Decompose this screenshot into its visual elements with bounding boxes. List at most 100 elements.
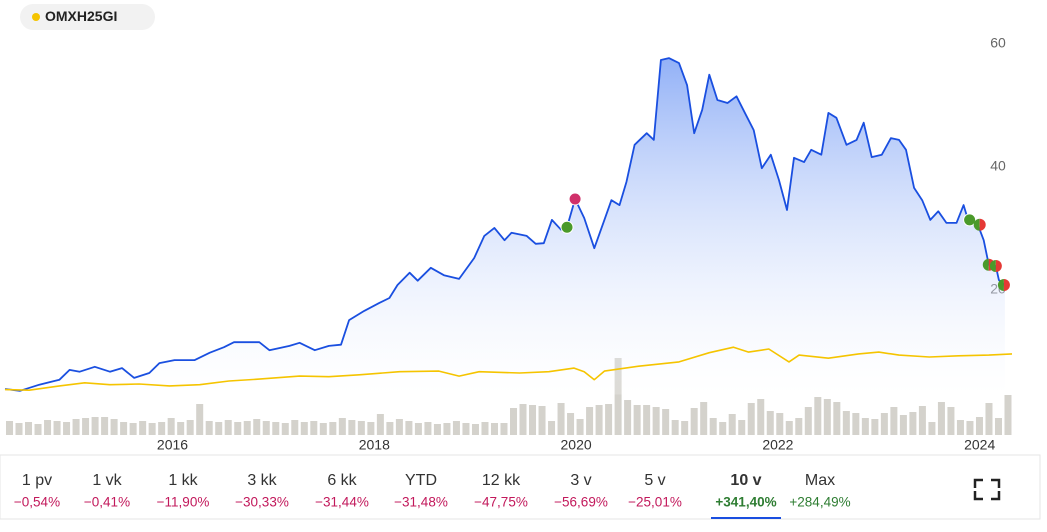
range-button[interactable]: 1 kk −11,90%: [157, 472, 210, 509]
volume-bar: [576, 419, 584, 435]
range-label: 6 kk: [327, 472, 357, 489]
volume-bar: [319, 423, 327, 435]
volume-bar: [852, 413, 860, 435]
event-marker: [973, 218, 986, 231]
range-label: 3 v: [570, 472, 591, 489]
range-label: 3 kk: [247, 472, 277, 489]
range-change: −25,01%: [628, 495, 682, 510]
area: [5, 58, 1005, 395]
volume-bar: [728, 414, 736, 435]
range-button[interactable]: YTD −31,48%: [394, 472, 448, 509]
volume-bar: [624, 400, 632, 435]
marker-half: [997, 279, 1004, 292]
x-tick-label: 2024: [964, 437, 995, 453]
volume-bar: [861, 418, 869, 435]
volume-bar: [186, 420, 194, 435]
range-label: YTD: [405, 472, 437, 489]
range-change: −0,54%: [14, 495, 60, 510]
volume-bar: [367, 422, 375, 435]
range-button[interactable]: 12 kk −47,75%: [474, 472, 528, 509]
volume-bar: [776, 413, 784, 435]
volume-bar: [53, 421, 61, 435]
legend-pill: [20, 4, 155, 30]
volume-bar: [376, 414, 384, 435]
range-label: 12 kk: [482, 472, 521, 489]
volume-bar: [899, 415, 907, 435]
volume-bar: [386, 422, 394, 435]
volume-bar: [348, 420, 356, 435]
volume-bar: [709, 418, 717, 435]
volume-bar: [243, 421, 251, 435]
range-change: +284,49%: [789, 495, 850, 510]
range-label: 1 kk: [168, 472, 198, 489]
range-label: 10 v: [730, 472, 761, 489]
fullscreen-icon[interactable]: [973, 478, 1001, 501]
range-button[interactable]: 3 kk −30,33%: [235, 472, 289, 509]
line: [4, 346, 1013, 391]
volume-bar: [567, 413, 575, 435]
volume-bar: [529, 405, 537, 435]
range-button[interactable]: 3 v −56,69%: [554, 472, 608, 509]
volume-bar: [395, 419, 403, 435]
volume-bar: [880, 413, 888, 435]
volume-bar: [928, 422, 936, 435]
volume-bar: [909, 412, 917, 435]
volume-bar: [519, 404, 527, 435]
legend-dot: [32, 13, 40, 21]
volume-bar: [262, 421, 270, 435]
x-tick-label: 2018: [359, 437, 390, 453]
volume-bar: [747, 403, 755, 435]
volume-bar: [662, 409, 670, 435]
marker-half: [982, 258, 989, 271]
volume-bar: [224, 420, 232, 435]
volume-bar: [329, 422, 337, 435]
volume-bar: [34, 424, 42, 435]
volume-bar: [310, 421, 318, 435]
volume-bar: [700, 402, 708, 435]
volume-bar: [414, 423, 422, 435]
volume-bar: [91, 417, 99, 435]
volume-bar: [738, 420, 746, 435]
range-change: −56,69%: [554, 495, 608, 510]
volume-bar: [177, 422, 185, 435]
volume-bar: [842, 411, 850, 435]
marker-half: [1003, 279, 1010, 292]
range-button[interactable]: 6 kk −31,44%: [315, 472, 369, 509]
volume-bar: [766, 411, 774, 435]
volume-bar: [510, 408, 518, 435]
volume-bar: [595, 405, 603, 435]
line: [4, 57, 1006, 392]
volume-bar: [490, 423, 498, 435]
volume-bar: [291, 420, 299, 435]
volume-bar: [272, 422, 280, 435]
volume-bar: [1004, 395, 1012, 435]
y-tick-label: 60: [990, 35, 1006, 51]
volume-bar: [338, 418, 346, 435]
y-tick-label: 40: [990, 158, 1006, 174]
volume-bar: [614, 358, 622, 435]
volume-bar: [937, 402, 945, 435]
volume-bar: [15, 423, 23, 435]
event-marker: [963, 213, 977, 227]
volume-bar: [433, 424, 441, 435]
volume-bar: [281, 423, 289, 435]
range-button[interactable]: 10 v +341,40%: [711, 472, 781, 519]
volume-bar: [72, 419, 80, 435]
range-change: −47,75%: [474, 495, 528, 510]
range-button[interactable]: 5 v −25,01%: [628, 472, 682, 509]
volume-bar: [671, 420, 679, 435]
volume-bar: [785, 421, 793, 435]
volume-bar: [205, 421, 213, 435]
volume-bar: [167, 418, 175, 435]
range-button[interactable]: Max +284,49%: [789, 472, 850, 509]
range-button[interactable]: 1 vk −0,41%: [84, 472, 130, 509]
range-label: Max: [805, 472, 835, 489]
range-change: −30,33%: [235, 495, 289, 510]
marker-half: [989, 259, 996, 272]
volume-bar: [690, 408, 698, 435]
volume-bar: [471, 424, 479, 435]
volume-bar: [110, 419, 118, 435]
range-button[interactable]: 1 pv −0,54%: [14, 472, 60, 509]
x-tick-label: 2020: [561, 437, 592, 453]
